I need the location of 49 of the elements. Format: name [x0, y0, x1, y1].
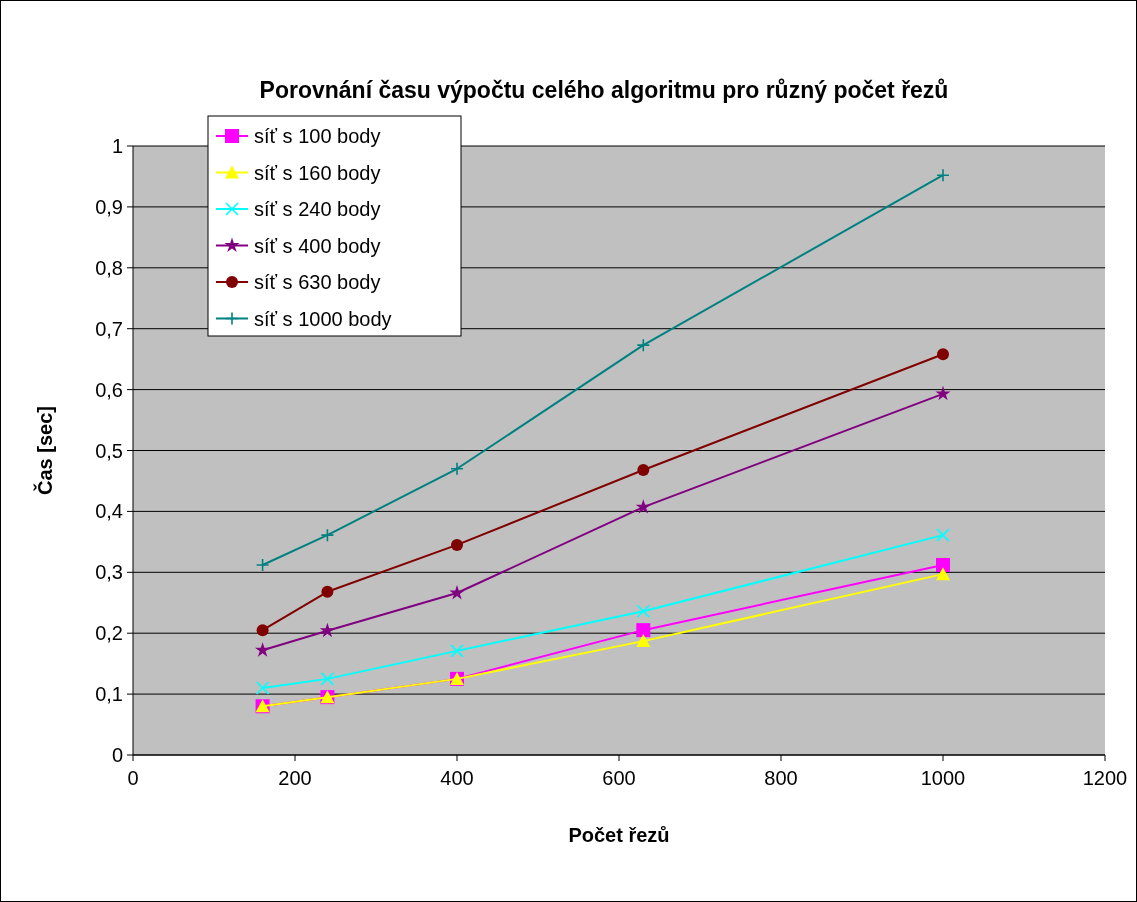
legend-label: síť s 100 body [254, 125, 381, 147]
point [320, 528, 335, 542]
point [450, 644, 464, 658]
point [320, 672, 335, 686]
point [254, 642, 271, 657]
point [936, 528, 950, 542]
y-tick-label: 0,6 [95, 378, 123, 401]
chart-title: Porovnání času výpočtu celého algoritmu pro různý počet řezů [259, 77, 949, 103]
x-tick-label: 800 [764, 767, 798, 789]
x-tick-label: 400 [440, 767, 474, 789]
y-tick-label: 0,3 [95, 561, 123, 584]
point [936, 168, 950, 183]
x-tick-label: 600 [602, 767, 636, 789]
point [937, 348, 949, 361]
point [935, 385, 951, 401]
point [256, 624, 269, 637]
point [636, 623, 651, 638]
point [635, 499, 651, 514]
point [255, 681, 270, 695]
y-tick-label: 0,8 [95, 256, 123, 279]
y-tick-label: 0,9 [95, 195, 123, 218]
x-tick-label: 1200 [1082, 767, 1128, 789]
y-tick-label: 0,2 [95, 622, 123, 645]
point [936, 567, 950, 581]
y-tick-label: 0,7 [95, 317, 123, 340]
legend-label: síť s 160 body [254, 161, 381, 184]
point [450, 461, 464, 476]
point [636, 338, 651, 352]
y-tick-label: 0,5 [95, 439, 123, 462]
point [636, 604, 651, 619]
y-tick-label: 0,1 [95, 683, 123, 706]
legend-label: síť s 1000 body [254, 307, 392, 330]
x-axis-title: Počet řezů [568, 824, 670, 846]
x-tick-label: 1000 [920, 767, 966, 789]
y-tick-label: 1 [111, 135, 123, 157]
point [255, 558, 270, 572]
legend-label: síť s 630 body [254, 271, 381, 293]
x-tick-label: 200 [278, 767, 312, 789]
point [636, 634, 651, 648]
y-tick-label: 0,4 [95, 500, 123, 523]
legend-label: síť s 400 body [254, 234, 381, 257]
x-tick-label: 0 [127, 767, 139, 789]
point [451, 538, 463, 551]
legend-label: síť s 240 body [254, 198, 381, 220]
point [321, 585, 334, 598]
point [637, 463, 650, 476]
point [936, 557, 950, 572]
y-tick-label: 0 [111, 744, 123, 766]
y-axis-title: Čas [sec] [33, 406, 56, 495]
